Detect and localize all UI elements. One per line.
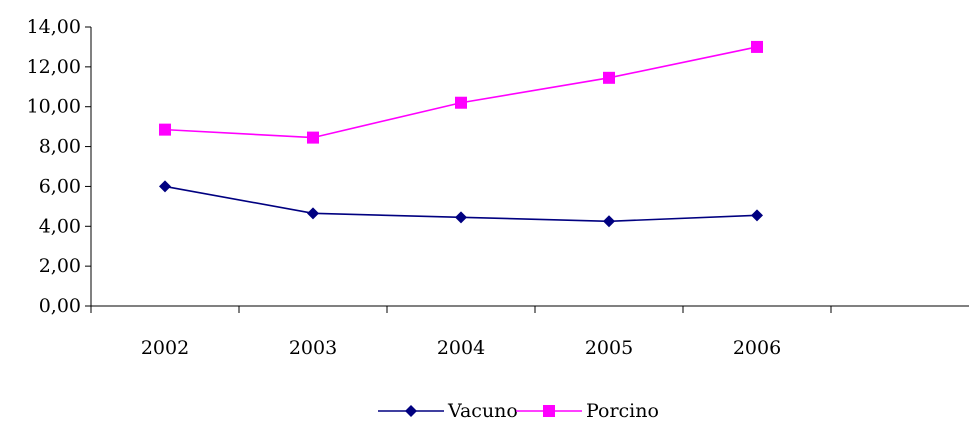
legend-marker — [405, 405, 417, 417]
series-vacuno — [159, 180, 763, 228]
series-line-porcino — [164, 46, 758, 139]
data-point-porcino — [455, 96, 467, 109]
y-tick-label: 8,00 — [39, 136, 81, 158]
x-tick-label: 2003 — [289, 337, 337, 359]
x-tick-label: 2006 — [733, 337, 781, 359]
y-tick-label: 0,00 — [39, 295, 81, 317]
data-point-vacuno — [751, 209, 763, 222]
y-tick-label: 14,00 — [27, 16, 81, 38]
data-point-porcino — [307, 131, 319, 144]
y-tick-label: 6,00 — [39, 175, 81, 197]
data-point-vacuno — [159, 180, 171, 193]
data-point-porcino — [159, 123, 171, 136]
data-point-porcino — [603, 71, 615, 84]
y-tick-label: 10,00 — [27, 96, 81, 118]
legend-label: Porcino — [586, 400, 659, 421]
y-tick-label: 2,00 — [39, 255, 81, 277]
data-point-vacuno — [603, 215, 615, 228]
legend-item-porcino: Porcino — [516, 400, 659, 421]
x-axis: 2002 2003 2004 2005 2006 — [90, 305, 969, 359]
x-tick-label: 2005 — [585, 337, 633, 359]
x-tick-label: 2004 — [437, 337, 485, 359]
y-tick-label: 4,00 — [39, 215, 81, 237]
legend: Vacuno Porcino — [378, 400, 659, 421]
legend-item-vacuno: Vacuno — [378, 400, 518, 421]
legend-label: Vacuno — [447, 400, 518, 421]
x-tick-label: 2002 — [141, 337, 189, 359]
data-point-vacuno — [307, 207, 319, 220]
y-tick-label: 12,00 — [27, 56, 81, 78]
data-point-porcino — [751, 40, 763, 53]
y-axis: 0,00 2,00 4,00 6,00 8,00 10,00 12,00 14,00 — [27, 16, 92, 317]
series-layer — [159, 40, 763, 228]
data-point-vacuno — [455, 211, 467, 224]
legend-marker — [543, 405, 555, 417]
series-porcino — [159, 40, 763, 144]
